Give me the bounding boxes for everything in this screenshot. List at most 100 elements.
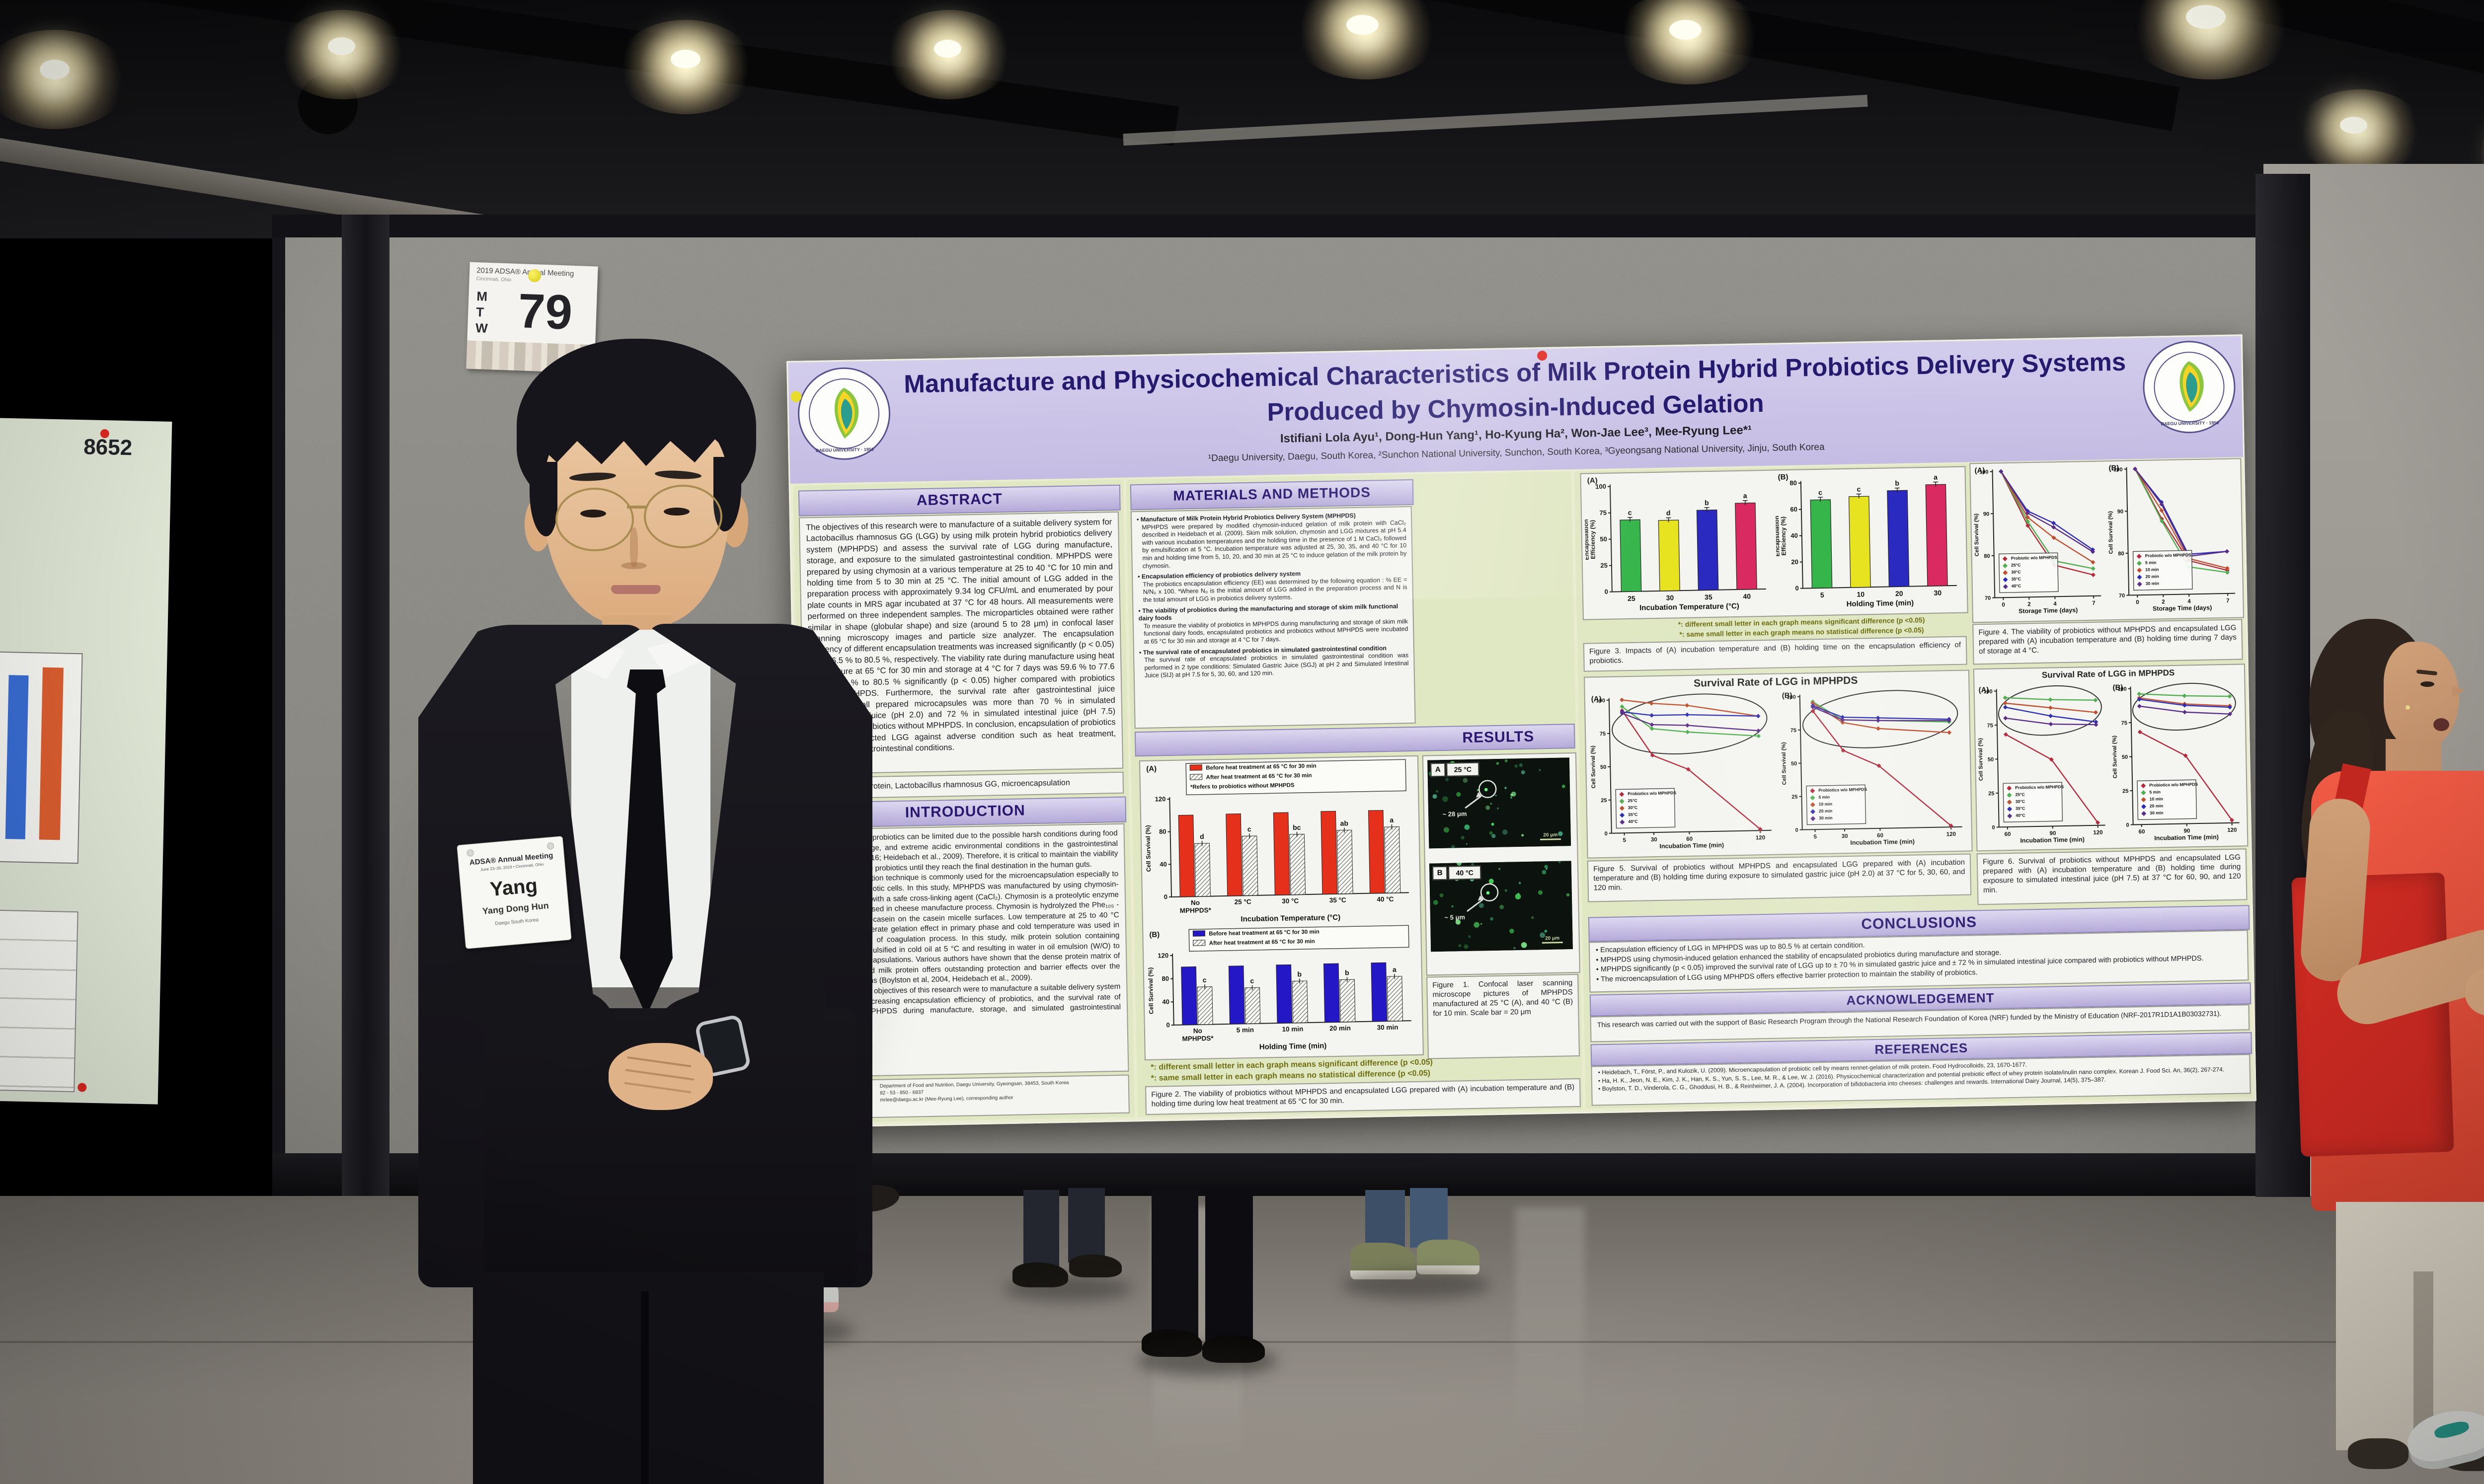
figure3A-chart: 0 25 50 75 100 (A) EncapsulationEfficiency (%)… [1582,472,1773,615]
svg-text:25°C: 25°C [2011,563,2020,568]
tag-number: 79 [517,283,573,340]
svg-text:10 min: 10 min [1282,1025,1303,1033]
svg-text:40°C: 40°C [2016,813,2025,817]
svg-text:40: 40 [1160,860,1167,868]
ceiling-light [1292,0,1441,79]
svg-text:100: 100 [1979,469,1989,475]
svg-text:a: a [1934,473,1938,481]
svg-text:30: 30 [1651,837,1657,843]
svg-text:Incubation Temperature (°C): Incubation Temperature (°C) [1639,602,1739,612]
board-top-frame [272,215,2269,237]
board-joint-post [342,215,389,1196]
daegu-university-logo: DAEGU UNIVERSITY · 1956 [797,367,891,461]
figure4B-chart: 70 80 90 100 (B) Cell Survival (%) Storage Tim… [2105,460,2241,615]
svg-text:0: 0 [2136,599,2139,605]
svg-text:NoMPHPDS*: NoMPHPDS* [1182,1027,1214,1042]
svg-text:60: 60 [1790,506,1797,513]
svg-text:40: 40 [1790,532,1798,539]
svg-text:(B): (B) [1778,473,1788,481]
svg-text:c: c [1818,488,1822,496]
svg-text:0: 0 [2002,602,2005,608]
sneaker-sole [1350,1270,1416,1279]
attendee-face [2384,642,2459,749]
svg-text:NoMPHPDS*: NoMPHPDS* [1179,898,1211,914]
badge-name: Yang [489,874,539,901]
svg-text:7: 7 [2092,600,2096,606]
svg-text:c: c [1857,485,1861,493]
svg-text:Holding Time (min): Holding Time (min) [1259,1041,1327,1051]
svg-text:4: 4 [2053,601,2057,607]
bystander-pant-leg [1023,1190,1059,1270]
svg-text:10 min: 10 min [2150,796,2163,801]
svg-text:(A): (A) [1591,695,1602,703]
svg-text:Cell Survival (%): Cell Survival (%) [1590,745,1597,789]
figure1-tempA: 25 °C [1454,765,1472,774]
svg-text:75: 75 [1987,723,1993,729]
presenter-eye [664,508,690,516]
svg-text:b: b [1705,499,1709,507]
svg-text:30°C: 30°C [2011,570,2020,575]
svg-text:90: 90 [2117,509,2123,515]
svg-text:10 min: 10 min [1819,802,1832,807]
svg-text:b: b [1895,479,1899,487]
figure5-caption: Figure 5. Survival of probiotics without… [1587,853,1972,902]
svg-text:40°C: 40°C [2012,584,2021,589]
svg-text:100: 100 [1983,689,1993,695]
svg-text:20 min: 20 min [1819,809,1832,814]
svg-text:Cell Survival (%): Cell Survival (%) [1147,967,1155,1014]
svg-text:60: 60 [2139,829,2145,835]
svg-text:30 min: 30 min [2150,810,2163,815]
svg-text:5: 5 [1813,834,1817,840]
svg-text:5: 5 [1820,591,1824,599]
svg-text:Probiotic w/o MPHPDS: Probiotic w/o MPHPDS [2011,555,2058,561]
attendee-arm [2299,797,2372,983]
svg-text:Probiotics w/o MPHPDS: Probiotics w/o MPHPDS [1818,787,1867,793]
figure2B-chart: 0 40 80 120 (B) Cell Survival (%) Holding Time… [1146,924,1418,1055]
attendee-eye [2420,681,2434,687]
svg-text:25: 25 [1988,791,1994,797]
presenter-hands [609,1043,713,1110]
svg-text:25: 25 [1628,594,1635,602]
svg-text:bc: bc [1293,823,1301,831]
svg-text:Incubation Time (min): Incubation Time (min) [2154,833,2219,841]
figure1-labelB: B [1437,868,1443,878]
svg-text:50: 50 [1791,761,1797,767]
ceiling-light-bulb [671,50,700,69]
svg-text:25: 25 [1791,794,1797,800]
svg-text:35°C: 35°C [1628,812,1637,817]
svg-text:d: d [1666,509,1671,517]
svg-text:120: 120 [2093,830,2102,836]
svg-text:20 min: 20 min [1329,1024,1351,1032]
figure4-caption: Figure 4. The viability of probiotics wi… [1972,619,2243,665]
svg-text:90: 90 [2183,828,2190,834]
svg-text:d: d [1200,832,1204,840]
black-shoe [1069,1255,1122,1277]
svg-text:75: 75 [1599,509,1607,517]
svg-text:5 min: 5 min [2149,789,2161,794]
svg-text:25: 25 [1601,798,1607,804]
figure1-image-B: ~ 5 μm 20 μm [1429,860,1573,952]
svg-text:b: b [1345,968,1349,976]
black-shoe [1142,1329,1202,1357]
svg-text:120: 120 [1155,795,1166,803]
svg-text:100: 100 [1595,483,1606,490]
name-badge: ADSA® Annual Meeting June 23–26, 2019 • … [457,836,572,949]
svg-text:80: 80 [2118,551,2124,557]
ceiling-light-bulb [2340,117,2367,134]
svg-text:0: 0 [1992,825,1995,831]
svg-text:a: a [1743,492,1747,500]
svg-text:Incubation Time (min): Incubation Time (min) [2020,836,2085,844]
methods-b2: The probiotics encapsulation efficiency … [1143,576,1407,603]
ceiling [0,0,2484,238]
svg-text:100: 100 [2117,686,2127,692]
svg-text:(A): (A) [1587,476,1598,485]
svg-text:40°C: 40°C [1628,819,1637,824]
svg-text:~ 5 μm: ~ 5 μm [1444,913,1465,921]
figure1-labelA: A [1435,765,1441,774]
svg-text:Cell Survival (%): Cell Survival (%) [2107,511,2114,554]
ceiling-light-bulb [2186,5,2226,29]
svg-text:10: 10 [1857,590,1864,598]
svg-text:(B): (B) [2108,464,2119,472]
figure1-caption: Figure 1. Confocal laser scanning micros… [1426,973,1580,1059]
presenter-mouth [611,585,661,594]
